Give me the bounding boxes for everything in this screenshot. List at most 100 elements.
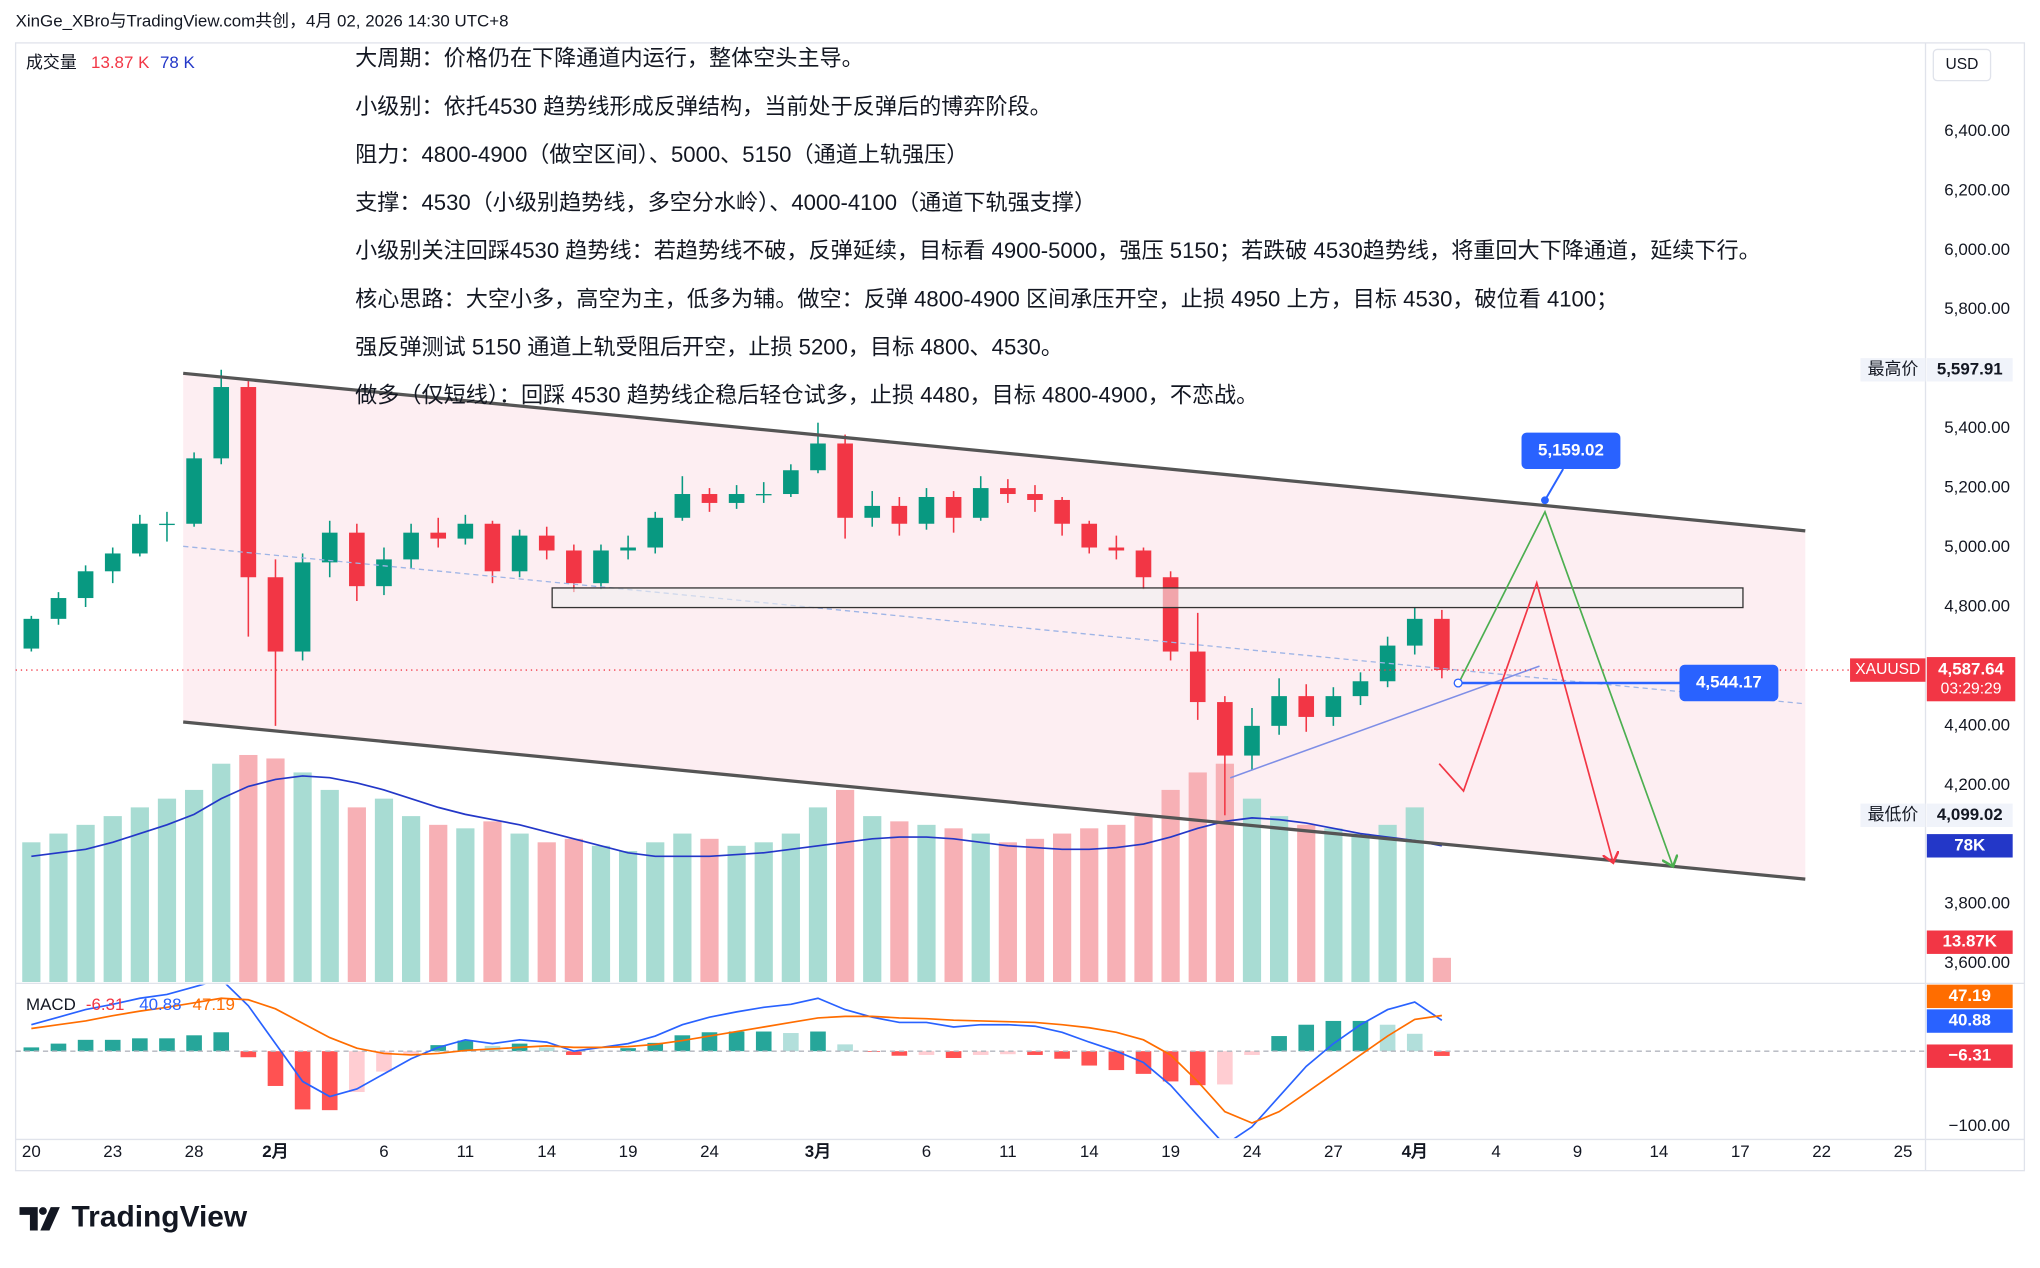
y-tick-label: 5,200.00 [1944,478,2010,497]
y-tick-label: 5,000.00 [1944,537,2010,556]
logo-text: TradingView [72,1201,248,1234]
volume-bar [49,833,68,983]
candle-body [783,470,799,495]
macd-histogram [186,1035,202,1052]
x-tick-label: 19 [1161,1142,1180,1161]
x-tick-label: 4 [1491,1142,1500,1161]
extreme-name-bg [1860,803,1926,828]
axis-badge [1926,834,2013,858]
channel-fill [183,373,1806,880]
volume-bar [239,754,258,983]
macd-legend-value: 47.19 [193,995,235,1014]
macd-histogram [538,1047,555,1052]
currency-button[interactable] [1932,48,1992,82]
macd-legend-value: 40.88 [139,995,181,1014]
target-point [1541,496,1549,505]
macd-histogram [213,1032,230,1052]
currency: USD [1945,56,1978,73]
candle-body [1244,725,1260,756]
countdown: 03:29:29 [1941,681,2002,698]
macd-histogram [1081,1051,1098,1066]
macd-histogram [1298,1024,1315,1052]
note-line: 大周期：价格仍在下降通道内运行，整体空头主导。 [355,46,864,71]
note-line: 做多（仅短线）：回踩 4530 趋势线企稳后轻仓试多，止损 4480，目标 48… [355,383,1258,408]
x-tick-label: 22 [1812,1142,1831,1161]
volume-bar [1324,828,1343,983]
macd-histogram [349,1051,365,1093]
note-line: 小级别关注回踩4530 趋势线：若趋势线不破，反弹延续，目标看 4900-500… [355,238,1761,263]
volume-bar [646,842,665,983]
candle-body [538,535,555,551]
axis-badge [1926,358,2013,382]
target-badge [1521,432,1621,470]
bear-path [1438,580,1613,861]
candle-body [837,443,853,518]
candle-body [1298,696,1315,717]
note-line: 强反弹测试 5150 通道上轨受阻后开空，止损 5200，目标 4800、453… [355,334,1063,359]
macd-histogram [50,1043,67,1052]
candle-body [321,532,338,563]
note-line: 支撑：4530（小级别趋势线，多空分水岭）、4000-4100（通道下轨强支撑） [355,190,1096,215]
level-label: 4,544.17 [1696,672,1762,691]
macd-histogram [566,1051,582,1055]
last-price-label: 4,587.64 [1938,660,2004,679]
level-point [1453,678,1463,688]
macd-pane [15,984,1926,1139]
candle-body [1379,645,1396,682]
last-price-badge [1926,657,2016,702]
macd-histogram [674,1035,691,1052]
volume-bar [157,798,177,983]
macd-histogram [620,1048,636,1052]
volume-bar [591,845,611,983]
volume-bar [347,807,366,983]
macd-histogram [945,1051,962,1058]
candle-body [891,505,908,524]
candle-body [23,618,40,649]
volume-bar [212,763,231,983]
candle-body [240,387,257,578]
volume-bar [1215,763,1234,983]
y-tick-label: 4,400.00 [1944,715,2010,734]
candle-body [1325,696,1342,717]
macd-histogram [240,1051,257,1058]
y-tick-label: 6,000.00 [1944,240,2010,259]
axis-badge-label: 40.88 [1949,1011,1991,1030]
x-tick-label: 6 [922,1142,931,1161]
volume-bar [1432,957,1451,983]
candle-body [1434,618,1450,671]
x-tick-label: 20 [22,1142,41,1161]
volume-bar [1025,838,1045,983]
volume-bar [1080,828,1099,983]
extreme-name: 最低价 [1868,805,1919,824]
volume-ma [31,775,1443,858]
volume-bar [1405,807,1424,983]
volume-bar [293,772,312,983]
macd-histogram [1271,1036,1287,1052]
candle-body [566,550,582,584]
volume-title: 成交量 [26,53,77,72]
y-tick-label: 4,200.00 [1944,775,2010,794]
macd-histogram [376,1051,392,1072]
symbol-badge [1850,658,1926,682]
macd-title: MACD [26,995,76,1014]
volume-bar [1297,824,1316,983]
volume-bar [998,842,1017,983]
axis-badge [1926,803,2013,828]
volume-bar [22,842,41,983]
price-pane [15,369,1926,983]
x-tick-label: 14 [1080,1142,1099,1161]
y-tick-label: 3,600.00 [1944,953,2010,972]
y-tick-label: 5,400.00 [1944,418,2010,437]
volume-bar [1378,824,1397,983]
macd-histogram [918,1051,935,1055]
volume-bar [754,842,773,983]
macd-histogram [728,1031,745,1052]
candle-body [972,488,989,518]
macd-histogram [1027,1051,1043,1055]
axis-badge-label: 4,099.02 [1937,805,2003,824]
volume-bar [483,821,502,983]
axis-badge [1926,1009,2013,1033]
macd-histogram [891,1051,908,1056]
volume-bar [917,824,936,983]
macd-histogram [972,1051,989,1055]
